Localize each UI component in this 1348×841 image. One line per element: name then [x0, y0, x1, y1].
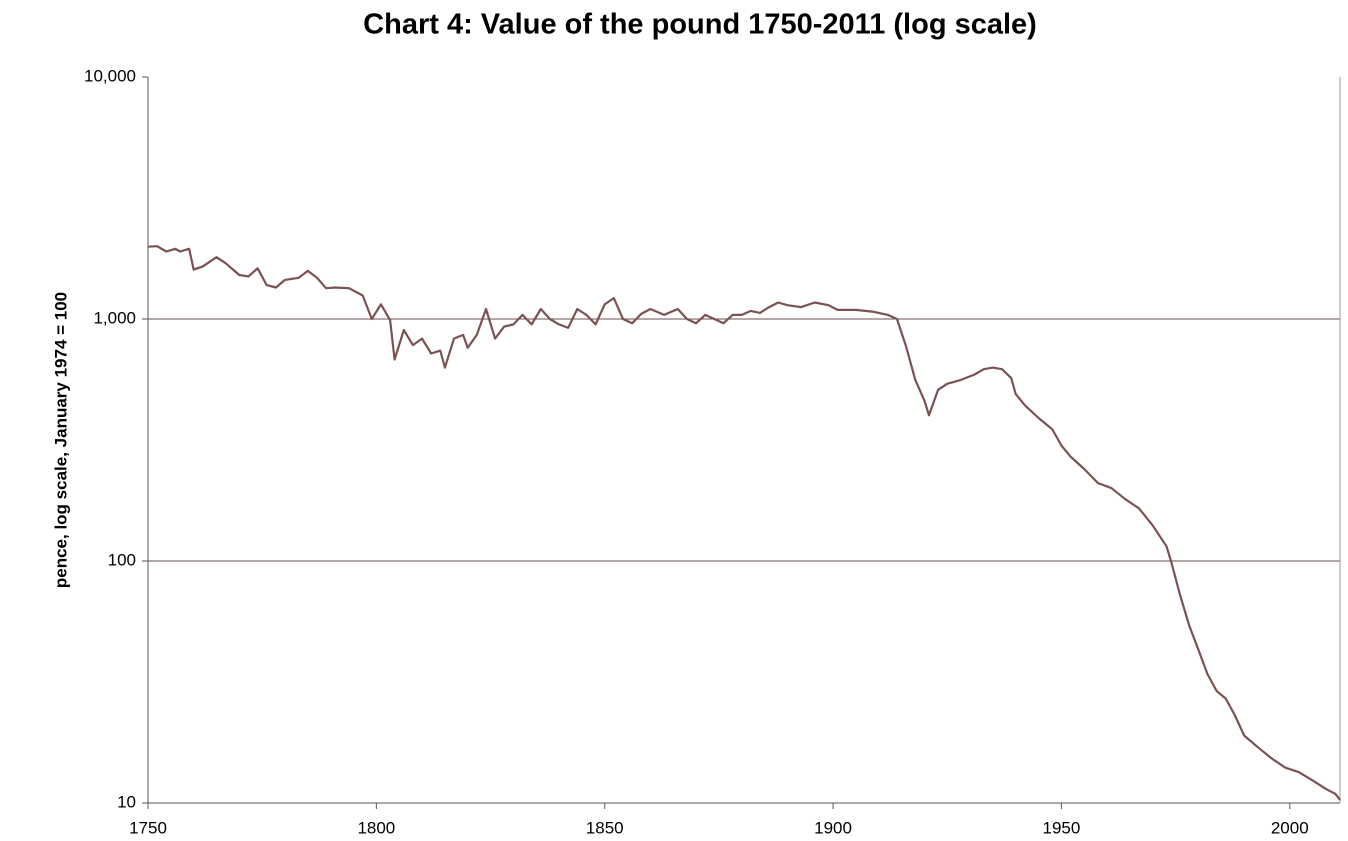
y-tick-label: 10: [117, 792, 136, 811]
y-tick-label: 10,000: [84, 66, 136, 85]
y-axis-label: pence, log scale, January 1974 = 100: [51, 292, 70, 588]
chart-title: Chart 4: Value of the pound 1750-2011 (l…: [363, 9, 1037, 41]
x-tick-label: 1850: [586, 818, 624, 837]
x-tick-label: 2000: [1271, 818, 1309, 837]
data-line: [147, 245, 1341, 801]
x-tick-label: 1750: [129, 818, 167, 837]
x-tick-label: 1900: [814, 818, 852, 837]
y-tick-label: 100: [108, 550, 136, 569]
y-tick-label: 1,000: [93, 308, 136, 327]
x-tick-label: 1800: [357, 818, 395, 837]
x-tick-label: 1950: [1042, 818, 1080, 837]
